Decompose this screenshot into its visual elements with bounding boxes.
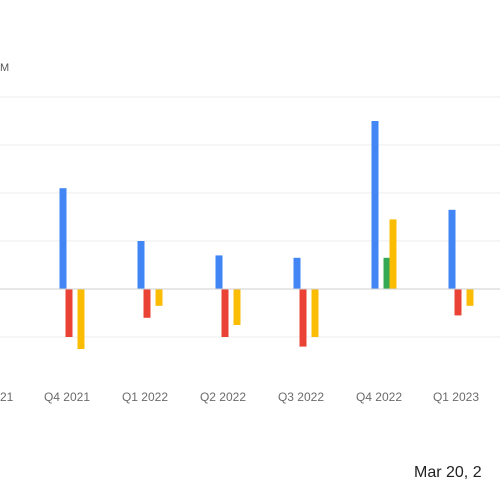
bar (137, 241, 145, 289)
x-tick-label: Q4 2022 (356, 390, 402, 404)
x-tick-label: 2021 (0, 390, 14, 404)
bar (221, 289, 229, 337)
x-tick-label: Q3 2022 (278, 390, 324, 404)
bar (371, 121, 379, 289)
footer-date: Mar 20, 2 (414, 464, 482, 481)
bar (311, 289, 319, 337)
x-tick-label: Q4 2021 (44, 390, 90, 404)
x-tick-label: Q2 2022 (200, 390, 246, 404)
bar (389, 219, 397, 289)
bar (293, 257, 301, 289)
x-tick-labels: 2021 Q4 2021 Q1 2022 Q2 2022 Q3 2022 Q4 2022 Q… (0, 390, 479, 404)
x-tick-label: Q1 2023 (433, 390, 479, 404)
unit-label: M (0, 62, 9, 74)
bar (466, 289, 474, 306)
bar (299, 289, 307, 347)
bar (65, 289, 73, 337)
bar (155, 289, 163, 306)
x-tick-label: Q1 2022 (122, 390, 168, 404)
bar (233, 289, 241, 325)
bar (143, 289, 151, 318)
bars (59, 121, 474, 349)
bar (448, 209, 456, 289)
bar (454, 289, 462, 316)
bar (383, 257, 391, 289)
bar (59, 188, 67, 289)
bar (77, 289, 85, 349)
bar (215, 255, 223, 289)
gridlines (0, 96, 500, 338)
